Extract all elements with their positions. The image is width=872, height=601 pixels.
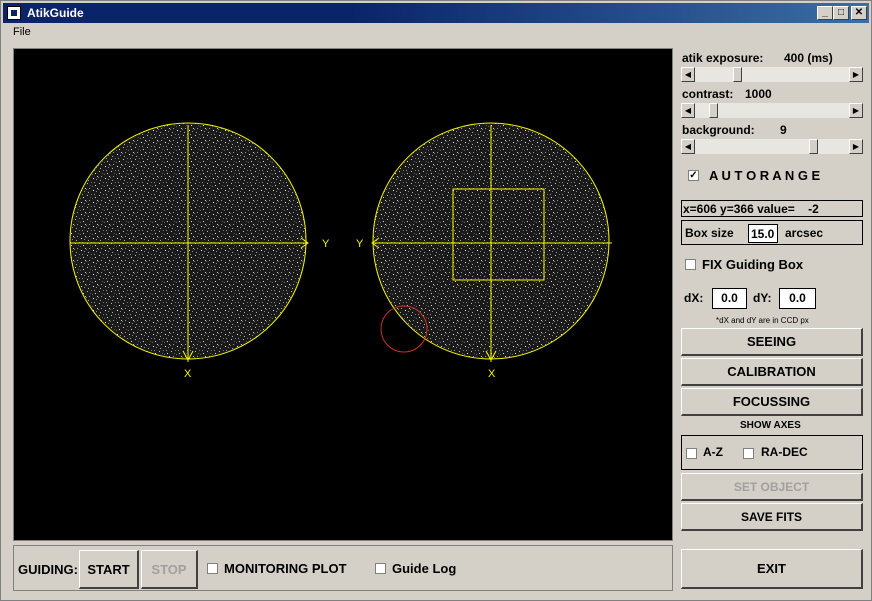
image-viewport[interactable]: Y X Y X <box>13 48 673 541</box>
calibration-button[interactable]: CALIBRATION <box>681 358 863 386</box>
guiding-box <box>452 188 545 281</box>
menu-file[interactable]: File <box>13 26 31 38</box>
guide-log-checkbox[interactable] <box>375 563 386 574</box>
left-y-arrow <box>300 237 309 249</box>
box-size-label: Box size <box>685 226 734 240</box>
right-star-image <box>371 122 612 362</box>
guide-log-label: Guide Log <box>392 561 457 576</box>
save-fits-button[interactable]: SAVE FITS <box>681 503 863 531</box>
minimize-button[interactable]: _ <box>817 6 833 20</box>
az-checkbox[interactable] <box>686 448 697 459</box>
fix-box-checkbox[interactable] <box>685 259 696 270</box>
contrast-thumb[interactable] <box>709 103 718 118</box>
right-axis-y-label: Y <box>356 238 364 250</box>
seeing-button[interactable]: SEEING <box>681 328 863 356</box>
exposure-slider[interactable]: ◀ ▶ <box>681 67 863 82</box>
right-axis-x-label: X <box>488 368 496 380</box>
show-axes-group: A-Z RA-DEC <box>681 435 863 470</box>
dx-dy-note: *dX and dY are in CCD px <box>716 316 809 325</box>
background-label: background: <box>682 123 755 137</box>
left-x-arrow <box>182 350 194 362</box>
contrast-left-arrow[interactable]: ◀ <box>681 103 695 118</box>
background-value: 9 <box>780 123 787 137</box>
window-title: AtikGuide <box>27 6 84 20</box>
radec-checkbox[interactable] <box>743 448 754 459</box>
star-field-display: Y X Y X <box>69 122 612 380</box>
background-thumb[interactable] <box>809 139 818 154</box>
contrast-label: contrast: <box>682 87 734 101</box>
radec-label: RA-DEC <box>761 445 808 459</box>
contrast-right-arrow[interactable]: ▶ <box>849 103 863 118</box>
title-bar: AtikGuide _ □ ✕ <box>3 3 869 23</box>
az-label: A-Z <box>703 445 723 459</box>
set-object-button[interactable]: SET OBJECT <box>681 473 863 501</box>
dy-input[interactable]: 0.0 <box>779 288 816 309</box>
box-size-group: Box size 15.0 arcsec <box>681 220 863 245</box>
coordinate-readout: x=606 y=366 value= -2 <box>683 202 819 216</box>
left-star-image <box>69 122 309 362</box>
exposure-label: atik exposure: <box>682 51 764 65</box>
right-y-arrow <box>371 237 380 249</box>
monitoring-plot-label: MONITORING PLOT <box>224 561 347 576</box>
autorange-label: A U T O R A N G E <box>709 168 821 183</box>
box-size-input[interactable]: 15.0 <box>748 224 778 243</box>
background-right-arrow[interactable]: ▶ <box>849 139 863 154</box>
exposure-thumb[interactable] <box>733 67 742 82</box>
dx-input[interactable]: 0.0 <box>712 288 747 309</box>
show-axes-label: SHOW AXES <box>740 420 801 431</box>
exposure-left-arrow[interactable]: ◀ <box>681 67 695 82</box>
coordinate-readout-box: x=606 y=366 value= -2 <box>681 200 863 217</box>
background-left-arrow[interactable]: ◀ <box>681 139 695 154</box>
guiding-bar: GUIDING: START STOP MONITORING PLOT Guid… <box>13 545 673 591</box>
start-button[interactable]: START <box>79 550 139 589</box>
exposure-value: 400 (ms) <box>784 51 833 65</box>
focussing-button[interactable]: FOCUSSING <box>681 388 863 416</box>
close-button[interactable]: ✕ <box>851 6 867 20</box>
dy-label: dY: <box>753 291 772 305</box>
menu-bar: File <box>3 24 869 42</box>
monitoring-plot-checkbox[interactable] <box>207 563 218 574</box>
app-icon <box>7 6 21 20</box>
maximize-button[interactable]: □ <box>833 6 849 20</box>
box-size-unit: arcsec <box>785 226 824 240</box>
stop-button[interactable]: STOP <box>141 550 198 589</box>
exposure-right-arrow[interactable]: ▶ <box>849 67 863 82</box>
object-marker-circle <box>380 305 428 353</box>
contrast-slider[interactable]: ◀ ▶ <box>681 103 863 118</box>
exit-button[interactable]: EXIT <box>681 549 863 589</box>
dx-label: dX: <box>684 291 704 305</box>
autorange-checkbox[interactable]: ✓ <box>688 170 699 181</box>
contrast-value: 1000 <box>745 87 772 101</box>
right-x-arrow <box>485 350 497 362</box>
left-axis-y-label: Y <box>322 238 330 250</box>
background-slider[interactable]: ◀ ▶ <box>681 139 863 154</box>
fix-box-label: FIX Guiding Box <box>702 257 804 272</box>
left-axis-x-label: X <box>184 368 192 380</box>
guiding-label: GUIDING: <box>18 562 78 577</box>
